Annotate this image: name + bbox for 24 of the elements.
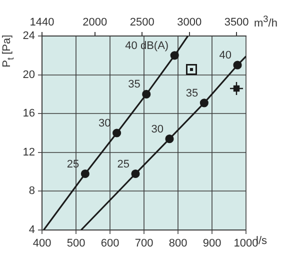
x-tick-label: 700 xyxy=(134,238,154,250)
y-tick-label: 20 xyxy=(22,68,35,81)
x2-tick-label: 2500 xyxy=(130,16,154,28)
annotation: 35 xyxy=(186,87,198,100)
x2-tick-label: 3500 xyxy=(224,16,249,28)
y-tick-label: 16 xyxy=(22,108,35,120)
y-tick-label: 24 xyxy=(22,30,35,42)
x-tick-label: 600 xyxy=(100,238,120,250)
x-tick-label: 400 xyxy=(32,238,52,250)
y-tick-label: 8 xyxy=(28,185,35,198)
x-tick-label: 900 xyxy=(202,238,222,250)
annotation: 40 xyxy=(219,50,232,62)
y-tick-label: 4 xyxy=(28,224,35,236)
x2-axis-title: m$^{3}$/h xyxy=(254,14,278,30)
annotation: 30 xyxy=(151,123,164,136)
x-tick-label: 500 xyxy=(66,238,86,250)
x2-tick-label: 3000 xyxy=(177,16,202,28)
x2-tick-label: 2000 xyxy=(82,16,108,28)
annotation: 35 xyxy=(128,78,140,91)
annotation: 25 xyxy=(117,158,130,170)
x-tick-label: 800 xyxy=(168,238,188,250)
x2-tick-label: 1440 xyxy=(30,16,54,28)
x-tick-label: 1000 xyxy=(234,238,258,250)
y-tick-label: 12 xyxy=(22,146,35,158)
